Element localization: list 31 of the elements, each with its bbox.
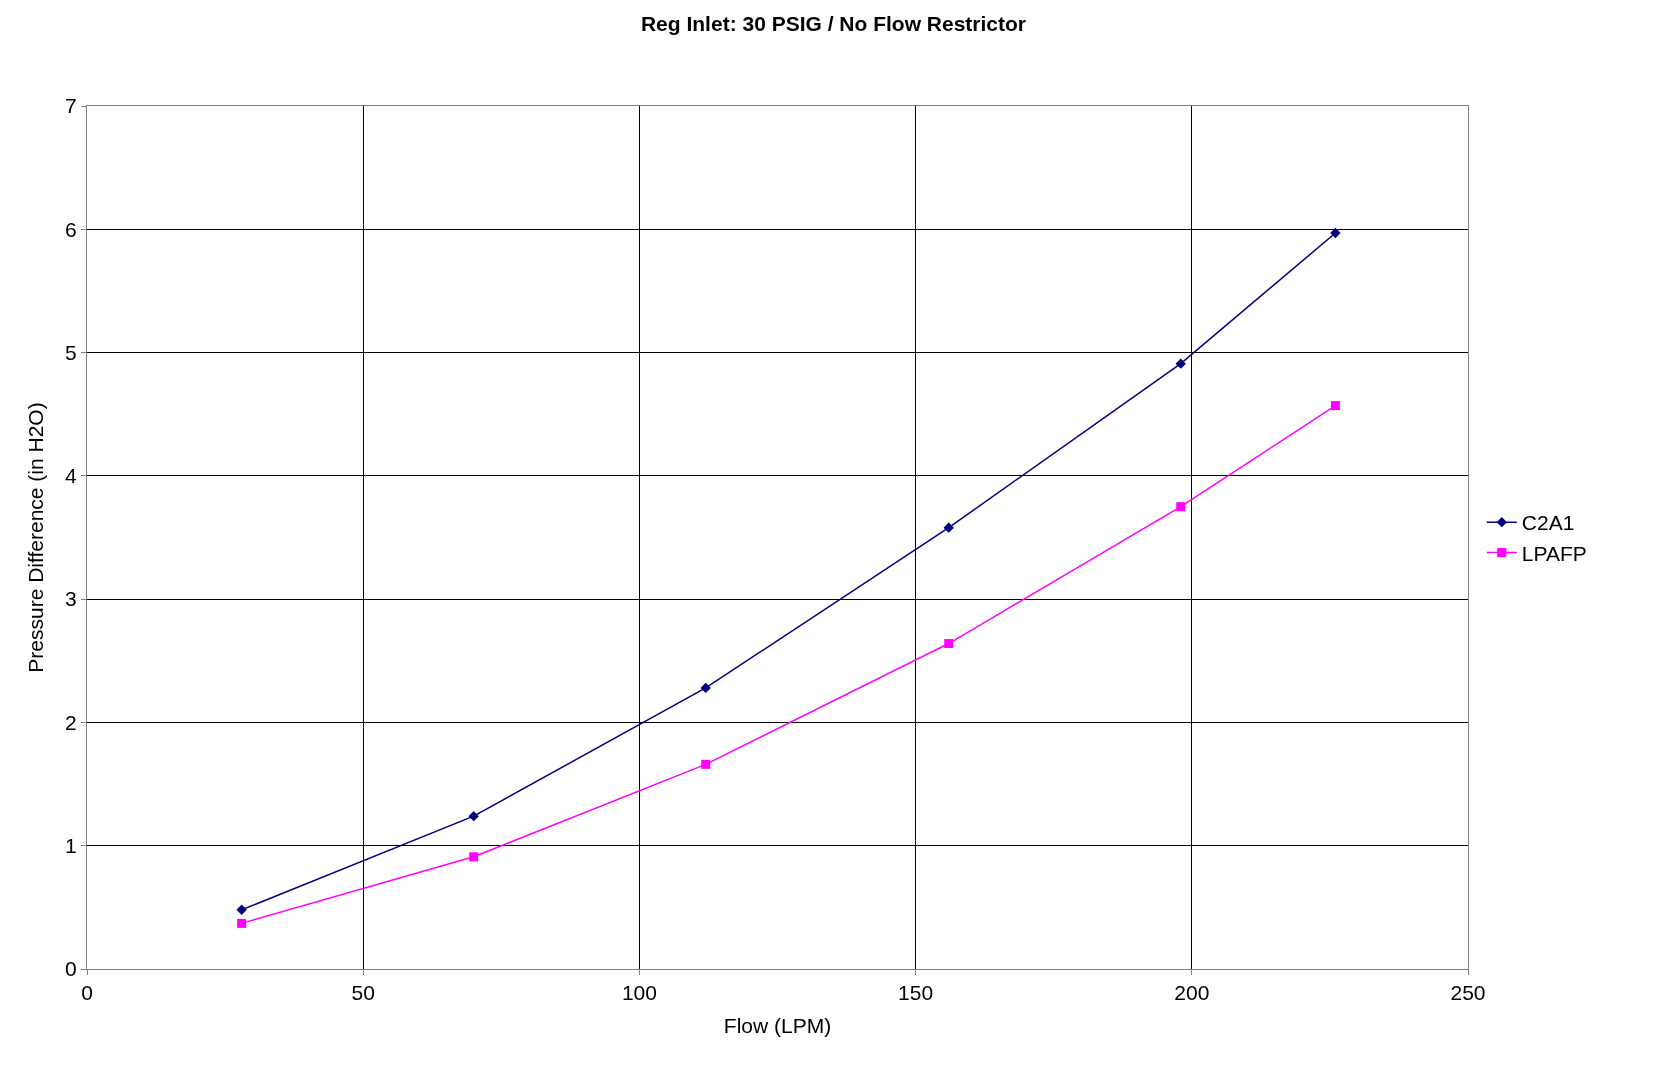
y-tick-label: 1 xyxy=(65,834,77,858)
point xyxy=(943,522,954,533)
x-tick-label: 0 xyxy=(81,981,93,1005)
chart-title: Reg Inlet: 30 PSIG / No Flow Restrictor xyxy=(640,11,1027,35)
legend-label: LPAFP xyxy=(1521,541,1587,565)
x-axis-title: Flow (LPM) xyxy=(723,1014,832,1038)
point xyxy=(237,918,247,928)
y-tick-label: 0 xyxy=(65,957,77,981)
x-tick-label: 100 xyxy=(621,981,657,1005)
x-tick-label: 250 xyxy=(1450,981,1486,1005)
point xyxy=(236,904,247,916)
x-tick-label: 200 xyxy=(1174,981,1210,1005)
point xyxy=(1175,358,1186,369)
point xyxy=(1330,401,1340,411)
point xyxy=(1330,227,1341,239)
y-tick-label: 3 xyxy=(65,587,77,611)
y-tick-label: 2 xyxy=(65,710,77,734)
y-axis-title: Pressure Difference (in H2O) xyxy=(24,402,48,673)
x-tick-label: 50 xyxy=(351,981,375,1005)
point xyxy=(700,682,711,694)
point xyxy=(701,759,711,769)
point xyxy=(469,852,479,862)
point xyxy=(1176,502,1186,512)
y-tick-label: 6 xyxy=(65,217,77,241)
y-tick-label: 4 xyxy=(65,464,78,488)
legend-label: C2A1 xyxy=(1521,511,1575,535)
point xyxy=(468,810,479,822)
x-tick-label: 150 xyxy=(898,981,934,1005)
point xyxy=(944,639,954,649)
y-tick-label: 5 xyxy=(65,340,77,364)
y-tick-label: 7 xyxy=(65,94,77,118)
